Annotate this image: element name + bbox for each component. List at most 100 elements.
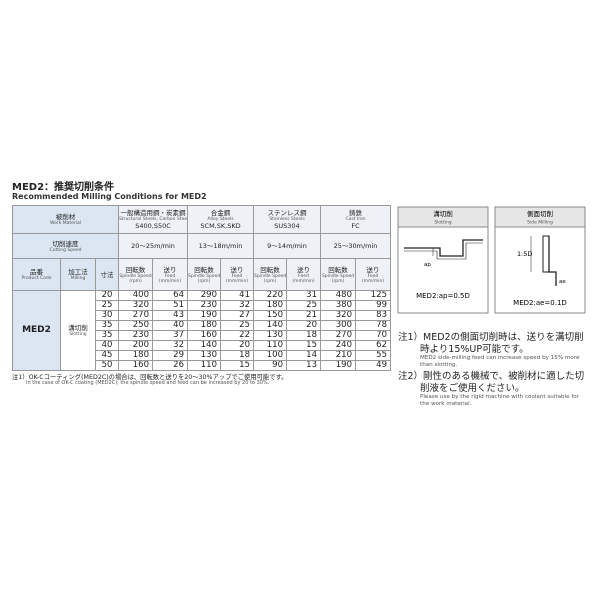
cutting-speed: 9〜14m/min bbox=[267, 242, 307, 250]
notes: 注1）MED2の側面切削時は、送りを溝切削時より15%UP可能です。 MED2 s… bbox=[398, 332, 588, 410]
value-cell: 49 bbox=[355, 360, 391, 371]
material-name-en: Cast Iron bbox=[345, 217, 366, 222]
value-cell: 130 bbox=[253, 330, 287, 341]
size-cell: 50 bbox=[95, 360, 119, 371]
material-grade: S400,S50C bbox=[135, 222, 171, 230]
value-cell: 14 bbox=[286, 350, 321, 361]
workpiece bbox=[404, 239, 483, 257]
value-cell: 18 bbox=[286, 330, 321, 341]
column-unit: (mm/min) bbox=[292, 278, 315, 284]
footnote: 注1）OK-Cコーティング(MED2C)の場合は、回転数と送りを20〜30%アッ… bbox=[12, 372, 392, 386]
side-milling-diagram: 側面切削 Side Milling 1.5D ae MED2:ae=0.1D bbox=[494, 206, 586, 314]
material-name-en: Structural Steels, Carbon Steels bbox=[119, 217, 188, 222]
size-cell: 45 bbox=[95, 350, 119, 361]
value-cell: 270 bbox=[320, 330, 356, 341]
column-header: 回転数 Spindle Speed (rpm) bbox=[320, 258, 356, 291]
milling-cell: 溝切削 Slotting bbox=[60, 290, 96, 371]
material-name: 合金鋼 bbox=[210, 209, 231, 217]
cutting-speed: 20〜25m/min bbox=[131, 242, 175, 250]
value-cell: 140 bbox=[187, 340, 221, 351]
value-cell: 32 bbox=[152, 340, 188, 351]
column-header: 回転数 Spindle Speed (rpm) bbox=[118, 258, 153, 291]
value-cell: 55 bbox=[355, 350, 391, 361]
diagram-label: ap bbox=[424, 262, 431, 268]
column-ja: 回転数 bbox=[125, 265, 146, 274]
value-cell: 160 bbox=[118, 360, 153, 371]
value-cell: 62 bbox=[355, 340, 391, 351]
data-row: 40 200 32 140 20 110 15 240 62 bbox=[13, 340, 391, 351]
column-en: Spindle Speed bbox=[188, 273, 221, 279]
header-cell: 切削速度 Cutting Speed bbox=[12, 233, 119, 259]
value-cell: 15 bbox=[220, 360, 254, 371]
data-row: 35 230 37 160 22 130 18 270 70 bbox=[13, 330, 391, 341]
column-header: 送り Feed (mm/min) bbox=[355, 258, 391, 291]
column-unit: (mm/min) bbox=[158, 278, 182, 284]
material-cell: 合金鋼 Alloy Steels SCM,SK,SKD bbox=[187, 205, 254, 234]
workpiece-edge bbox=[404, 242, 483, 260]
column-ja: 回転数 bbox=[328, 265, 348, 274]
column-unit: (rpm) bbox=[331, 278, 345, 284]
diagram-formula: MED2:ap=0.5D bbox=[416, 292, 470, 300]
column-en: Feed bbox=[367, 273, 379, 279]
value-cell: 190 bbox=[320, 360, 356, 371]
tool bbox=[542, 235, 550, 273]
data-row: MED2 溝切削 Slotting 20 400 64 290 41 220 31 480 125 bbox=[12, 290, 391, 371]
value-cell: 110 bbox=[253, 340, 287, 351]
value-cell: 26 bbox=[152, 360, 188, 371]
material-name: ステンレス鋼 bbox=[267, 209, 307, 217]
material-grade: SCM,SK,SKD bbox=[200, 222, 241, 230]
value-cell: 200 bbox=[118, 340, 153, 351]
column-en: Feed bbox=[164, 273, 176, 279]
note-ja: 注2）剛性のある機械で、被削材に適した切削液をご使用ください。 bbox=[398, 371, 585, 394]
value-cell: 70 bbox=[355, 330, 391, 341]
diagram-title: 溝切削 bbox=[433, 209, 453, 218]
cutting-speed: 25〜30m/min bbox=[333, 242, 378, 250]
data-row: 50 160 26 110 15 90 13 190 49 bbox=[13, 360, 391, 371]
column-en: Milling bbox=[70, 276, 86, 281]
milling-en: Slotting bbox=[69, 332, 87, 337]
title-bar bbox=[494, 206, 586, 228]
column-ja: 送り bbox=[366, 265, 380, 274]
column-header: 寸法 bbox=[95, 258, 119, 291]
value-cell: 90 bbox=[253, 360, 287, 371]
value-cell: 13 bbox=[286, 360, 321, 371]
column-ja: 回転数 bbox=[194, 265, 214, 274]
cutting-speed: 13〜18m/min bbox=[198, 242, 243, 250]
material-grade: FC bbox=[351, 222, 360, 230]
speed-cell: 13〜18m/min bbox=[187, 233, 254, 259]
size-cell: 40 bbox=[95, 340, 119, 351]
value-cell: 18 bbox=[220, 350, 254, 361]
column-unit: (mm/min) bbox=[361, 278, 385, 284]
workpiece bbox=[548, 236, 557, 286]
conditions-table: 被削材 Work Material 一般構造用鋼・炭素鋼 Structural Ste… bbox=[12, 205, 391, 371]
label-en: Work Material bbox=[49, 221, 82, 226]
size-cell: 35 bbox=[95, 330, 119, 341]
label-en: Cutting Speed bbox=[49, 247, 82, 253]
column-ja: 寸法 bbox=[100, 270, 114, 279]
column-unit: (mm/min) bbox=[225, 278, 249, 284]
value-cell: 29 bbox=[152, 350, 188, 361]
value-cell: 20 bbox=[220, 340, 254, 351]
column-header: 回転数 Spindle Speed (rpm) bbox=[253, 258, 287, 291]
label-ja: 被削材 bbox=[55, 213, 76, 221]
column-unit: (rpm) bbox=[263, 278, 277, 284]
diagram-title-en: Side Milling bbox=[527, 220, 553, 226]
note-en: Please use by the rigid machine with coo… bbox=[420, 394, 580, 407]
column-unit: (rpm) bbox=[129, 278, 142, 284]
material-name: 鋳鉄 bbox=[349, 209, 362, 217]
speed-cell: 20〜25m/min bbox=[118, 233, 188, 259]
column-en: Spindle Speed bbox=[119, 273, 152, 279]
column-header: 送り Feed (mm/min) bbox=[152, 258, 188, 291]
diagram-title: 側面切削 bbox=[527, 209, 553, 218]
column-ja: 品番 bbox=[30, 268, 43, 276]
value-cell: 37 bbox=[152, 330, 188, 341]
material-cell: 鋳鉄 Cast Iron FC bbox=[320, 205, 391, 234]
column-en: Spindle Speed bbox=[254, 273, 287, 279]
material-grade: SUS304 bbox=[274, 222, 300, 230]
material-name-en: Stainless Steels bbox=[269, 217, 305, 222]
diagram-depth: 1.5D bbox=[517, 250, 532, 258]
diagram-formula: MED2:ae=0.1D bbox=[513, 299, 567, 307]
column-en: Feed bbox=[298, 273, 309, 279]
data-row: 25 320 51 230 32 180 25 380 99 bbox=[13, 300, 391, 311]
